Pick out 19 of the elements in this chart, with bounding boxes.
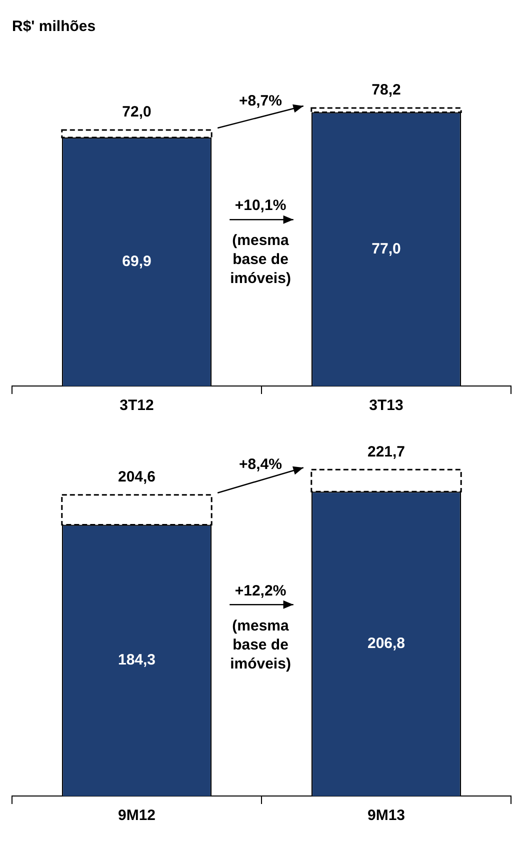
data-label: 184,3: [118, 651, 156, 668]
total-label: 204,6: [118, 468, 156, 486]
total-label: 72,0: [122, 104, 152, 121]
total-label: 78,2: [372, 82, 401, 99]
data-label: 206,8: [367, 634, 406, 652]
annotation: +8,4%: [239, 456, 282, 473]
data-label: 69,9: [122, 252, 152, 270]
x-tick-label: 3T12: [120, 397, 154, 414]
x-tick-label: 9M12: [118, 807, 156, 824]
data-label: 77,0: [372, 240, 401, 258]
annotation: +8,7%: [239, 92, 282, 110]
total-label: 221,7: [367, 443, 406, 460]
annotation: (mesma base de imóveis): [230, 617, 291, 672]
annotation: +10,1%: [234, 197, 286, 214]
x-tick-label: 3T13: [369, 397, 404, 414]
annotation: (mesma base de imóveis): [230, 232, 291, 288]
x-tick-label: 9M13: [367, 807, 406, 824]
chart-title: R$' milhões: [12, 18, 96, 36]
annotation: +12,2%: [234, 582, 286, 600]
